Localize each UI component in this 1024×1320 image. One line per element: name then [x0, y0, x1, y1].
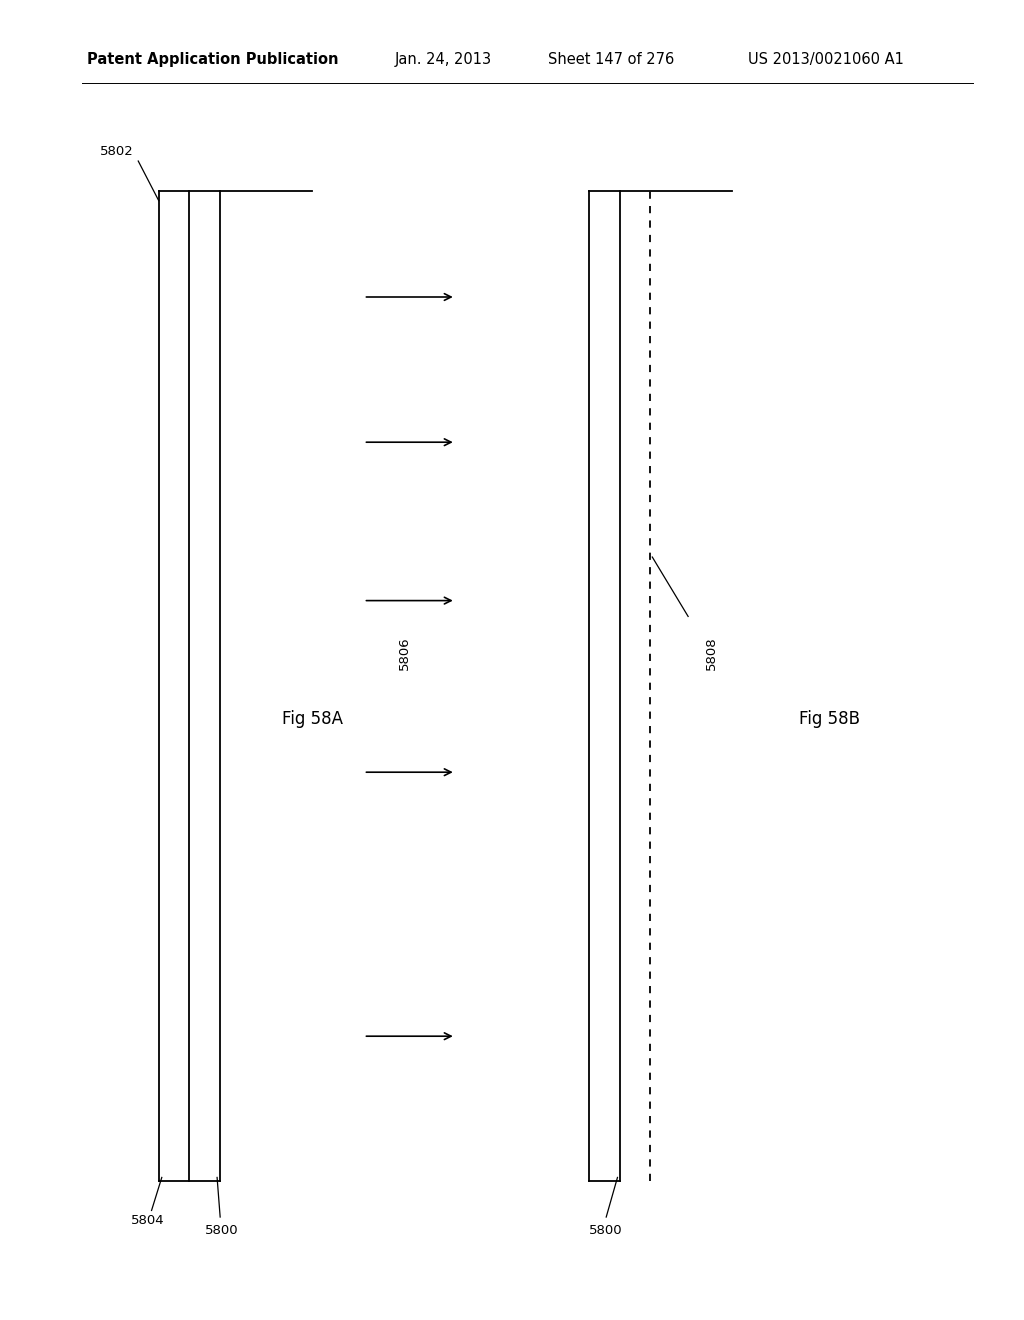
Text: Fig 58A: Fig 58A: [282, 710, 343, 729]
Text: 5806: 5806: [398, 636, 411, 671]
Text: Fig 58B: Fig 58B: [799, 710, 860, 729]
Text: Jan. 24, 2013: Jan. 24, 2013: [394, 51, 492, 67]
Text: Patent Application Publication: Patent Application Publication: [87, 51, 339, 67]
Text: 5800: 5800: [589, 1224, 623, 1237]
Text: 5808: 5808: [706, 636, 718, 671]
Text: Sheet 147 of 276: Sheet 147 of 276: [548, 51, 674, 67]
Text: 5802: 5802: [100, 145, 134, 158]
Text: 5804: 5804: [131, 1214, 165, 1228]
Text: US 2013/0021060 A1: US 2013/0021060 A1: [748, 51, 903, 67]
Text: 5800: 5800: [205, 1224, 239, 1237]
